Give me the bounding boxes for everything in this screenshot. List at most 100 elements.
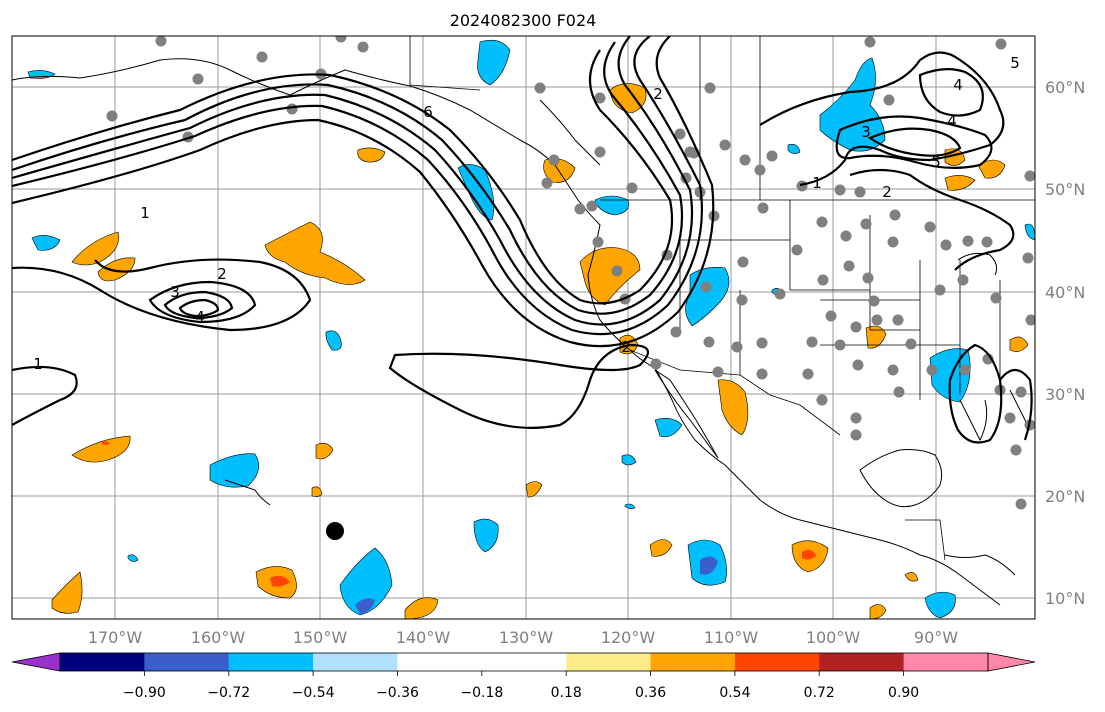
- lon-label: 160°W: [191, 628, 246, 647]
- station-dot: [774, 288, 786, 300]
- colorbar-band: [734, 653, 820, 671]
- station-dot: [934, 284, 946, 296]
- station-dot: [796, 180, 808, 192]
- lat-label: 60°N: [1045, 78, 1085, 97]
- station-dot: [887, 364, 899, 376]
- station-dot: [816, 216, 828, 228]
- colorbar-band: [144, 653, 230, 671]
- station-dot: [1025, 314, 1035, 326]
- contour-label: 1: [33, 355, 43, 373]
- lon-label: 90°W: [914, 628, 958, 647]
- colorbar-bands: [60, 653, 989, 671]
- station-dot: [860, 218, 872, 230]
- station-dot: [959, 364, 971, 376]
- contour-label: 2: [653, 85, 663, 103]
- station-dot: [1024, 170, 1035, 182]
- station-dot: [1010, 444, 1022, 456]
- station-dot: [712, 366, 724, 378]
- colorbar-extend-high: [987, 652, 1036, 672]
- colorbar-tick-label: −0.54: [292, 685, 335, 701]
- colorbar-band: [397, 653, 483, 671]
- station-dot: [834, 184, 846, 196]
- colorbar-tick-label: 0.18: [551, 685, 582, 701]
- contour-label: 4: [195, 308, 205, 326]
- lon-label: 130°W: [499, 628, 554, 647]
- lon-label: 140°W: [396, 628, 451, 647]
- station-dot: [843, 260, 855, 272]
- map-title: 2024082300 F024: [450, 11, 597, 30]
- lon-label: 120°W: [601, 628, 656, 647]
- station-dot: [962, 235, 974, 247]
- station-dot: [106, 110, 118, 122]
- lat-label: 10°N: [1045, 589, 1085, 608]
- station-dot: [981, 236, 993, 248]
- station-dot: [700, 281, 712, 293]
- station-dot: [834, 339, 846, 351]
- contour-label: 5: [931, 153, 941, 171]
- colorbar-band: [228, 653, 314, 671]
- storm-center-marker: [326, 522, 344, 540]
- contour-labels: 1 2 3 4 6 4 5 3 4 5 2 1 2 1 2: [33, 54, 1020, 373]
- contour-label: 4: [947, 112, 957, 130]
- lat-label: 50°N: [1045, 180, 1085, 199]
- colorbar-ticks: −0.90 −0.72 −0.54 −0.36 −0.18 0.18 0.36 0.54 0.7…: [123, 671, 919, 701]
- station-dot: [926, 364, 938, 376]
- colorbar-band: [819, 653, 905, 671]
- station-dot: [670, 326, 682, 338]
- station-dot: [594, 92, 606, 104]
- station-dot: [1004, 412, 1016, 424]
- station-dot: [286, 103, 298, 115]
- station-dot: [534, 82, 546, 94]
- station-dot: [816, 394, 828, 406]
- colorbar-tick-label: 0.72: [804, 685, 835, 701]
- station-dot: [594, 146, 606, 158]
- station-dot: [192, 73, 204, 85]
- station-dot: [990, 292, 1002, 304]
- station-dot: [611, 265, 623, 277]
- colorbar-band: [313, 653, 398, 671]
- station-dot: [957, 274, 969, 286]
- colorbar: −0.90 −0.72 −0.54 −0.36 −0.18 0.18 0.36 0.54 0.7…: [11, 652, 1036, 701]
- station-dots: [106, 36, 1035, 510]
- strong-positive-cores: [102, 441, 816, 587]
- station-dot: [940, 239, 952, 251]
- height-contours: [12, 36, 1033, 444]
- contour-label: 6: [423, 103, 433, 121]
- station-dot: [357, 41, 369, 53]
- colorbar-band: [566, 653, 652, 671]
- station-dot: [737, 256, 749, 268]
- station-dot: [756, 368, 768, 380]
- station-dot: [850, 429, 862, 441]
- lon-label: 110°W: [704, 628, 759, 647]
- station-dot: [731, 341, 743, 353]
- colorbar-tick-label: −0.36: [376, 685, 419, 701]
- station-dot: [883, 94, 895, 106]
- station-dot: [854, 186, 866, 198]
- station-dot: [626, 182, 638, 194]
- contour-label: 2: [882, 183, 892, 201]
- station-dot: [840, 230, 852, 242]
- colorbar-tick-label: 0.90: [888, 685, 919, 701]
- station-dot: [791, 244, 803, 256]
- station-dot: [754, 164, 766, 176]
- station-dot: [674, 128, 686, 140]
- colorbar-tick-label: 0.54: [719, 685, 750, 701]
- contour-label: 3: [861, 123, 871, 141]
- station-dot: [739, 154, 751, 166]
- colorbar-outline: [59, 652, 989, 672]
- colorbar-tick-label: −0.18: [460, 685, 503, 701]
- station-dot: [924, 221, 936, 233]
- station-dot: [592, 236, 604, 248]
- station-dot: [871, 314, 883, 326]
- station-dot: [736, 294, 748, 306]
- colorbar-tick-label: −0.72: [207, 685, 250, 701]
- contour-label: 2: [621, 338, 631, 356]
- station-dot: [1015, 386, 1027, 398]
- colorbar-extend-low: [11, 652, 61, 672]
- map-frame: [11, 35, 1036, 620]
- longitude-labels: 170°W 160°W 150°W 140°W 130°W 120°W 110°…: [88, 628, 958, 647]
- station-dot: [806, 336, 818, 348]
- station-dot: [887, 236, 899, 248]
- contour-label: 5: [1010, 54, 1020, 72]
- colorbar-band: [60, 653, 145, 671]
